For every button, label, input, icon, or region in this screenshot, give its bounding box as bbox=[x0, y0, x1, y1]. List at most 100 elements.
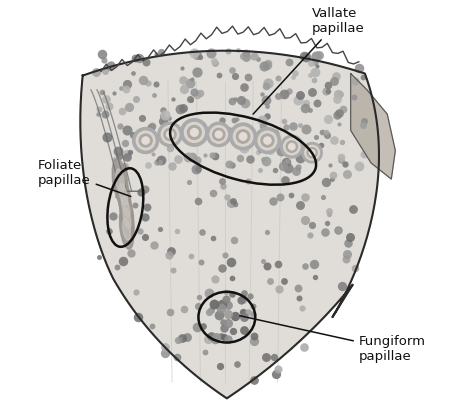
Point bbox=[229, 327, 237, 334]
Circle shape bbox=[239, 133, 247, 140]
Point bbox=[325, 115, 332, 122]
Point bbox=[215, 72, 223, 79]
Point bbox=[237, 96, 245, 103]
Point bbox=[119, 258, 127, 264]
Point bbox=[289, 123, 297, 129]
Point bbox=[281, 176, 288, 183]
Point bbox=[139, 76, 147, 83]
Point bbox=[224, 302, 232, 308]
Point bbox=[313, 133, 320, 140]
Point bbox=[355, 162, 363, 169]
Point bbox=[240, 327, 248, 333]
Point bbox=[310, 77, 318, 83]
Point bbox=[220, 334, 228, 341]
Point bbox=[352, 265, 359, 272]
Circle shape bbox=[181, 119, 208, 146]
Point bbox=[250, 338, 257, 344]
Point bbox=[105, 103, 113, 109]
Point bbox=[233, 116, 241, 122]
Point bbox=[124, 126, 131, 133]
Circle shape bbox=[207, 122, 231, 146]
Point bbox=[135, 54, 143, 61]
Point bbox=[118, 108, 125, 114]
Point bbox=[109, 213, 117, 219]
Ellipse shape bbox=[120, 199, 134, 237]
Point bbox=[196, 54, 204, 60]
Circle shape bbox=[230, 123, 256, 150]
Point bbox=[336, 91, 344, 97]
Point bbox=[351, 94, 358, 101]
Point bbox=[98, 50, 106, 57]
Point bbox=[100, 57, 108, 64]
Point bbox=[301, 52, 308, 59]
Point bbox=[215, 312, 222, 319]
Point bbox=[256, 147, 264, 154]
Point bbox=[244, 74, 251, 80]
Point bbox=[129, 132, 137, 139]
Ellipse shape bbox=[123, 208, 131, 229]
Point bbox=[262, 97, 269, 103]
Point bbox=[188, 253, 195, 260]
Point bbox=[333, 95, 341, 102]
Point bbox=[165, 114, 173, 121]
Point bbox=[141, 234, 149, 240]
Point bbox=[153, 158, 161, 165]
Text: Foliate
papillae: Foliate papillae bbox=[38, 159, 131, 196]
Point bbox=[330, 77, 337, 84]
Point bbox=[236, 138, 244, 145]
Point bbox=[232, 312, 239, 319]
Point bbox=[141, 186, 149, 193]
Point bbox=[96, 105, 103, 112]
Point bbox=[219, 183, 227, 189]
Point bbox=[117, 84, 124, 91]
Point bbox=[110, 156, 118, 162]
Point bbox=[225, 128, 233, 134]
Circle shape bbox=[191, 129, 198, 136]
Point bbox=[315, 52, 322, 59]
Point bbox=[360, 151, 368, 157]
Point bbox=[272, 167, 279, 174]
Point bbox=[149, 151, 156, 158]
Circle shape bbox=[139, 134, 152, 147]
Point bbox=[259, 257, 267, 264]
Point bbox=[101, 67, 109, 74]
Point bbox=[107, 62, 114, 69]
Circle shape bbox=[258, 131, 277, 150]
Point bbox=[245, 309, 252, 316]
Point bbox=[157, 156, 164, 163]
Point bbox=[147, 123, 155, 130]
Point bbox=[276, 193, 284, 200]
Point bbox=[122, 86, 129, 92]
Circle shape bbox=[166, 131, 173, 138]
Point bbox=[328, 176, 336, 183]
Point bbox=[211, 59, 219, 66]
Point bbox=[263, 113, 271, 120]
Text: Vallate
papillae: Vallate papillae bbox=[253, 7, 365, 114]
Point bbox=[302, 100, 310, 106]
Point bbox=[157, 49, 165, 56]
Point bbox=[294, 163, 302, 170]
Point bbox=[273, 371, 280, 378]
Point bbox=[148, 322, 155, 329]
Point bbox=[250, 303, 257, 310]
Point bbox=[123, 154, 131, 160]
Point bbox=[231, 201, 238, 207]
Point bbox=[120, 164, 128, 171]
Point bbox=[161, 344, 168, 351]
Point bbox=[227, 200, 235, 207]
Point bbox=[177, 106, 184, 112]
Point bbox=[345, 240, 352, 246]
Point bbox=[240, 145, 247, 152]
Point bbox=[209, 152, 216, 159]
Point bbox=[113, 264, 120, 270]
Point bbox=[231, 96, 238, 102]
Point bbox=[235, 47, 242, 53]
Point bbox=[334, 226, 342, 233]
Point bbox=[127, 250, 134, 257]
Point bbox=[349, 205, 356, 212]
Point bbox=[228, 290, 236, 297]
Point bbox=[259, 123, 267, 129]
Point bbox=[208, 50, 215, 57]
Point bbox=[193, 133, 201, 139]
Point bbox=[239, 53, 247, 59]
